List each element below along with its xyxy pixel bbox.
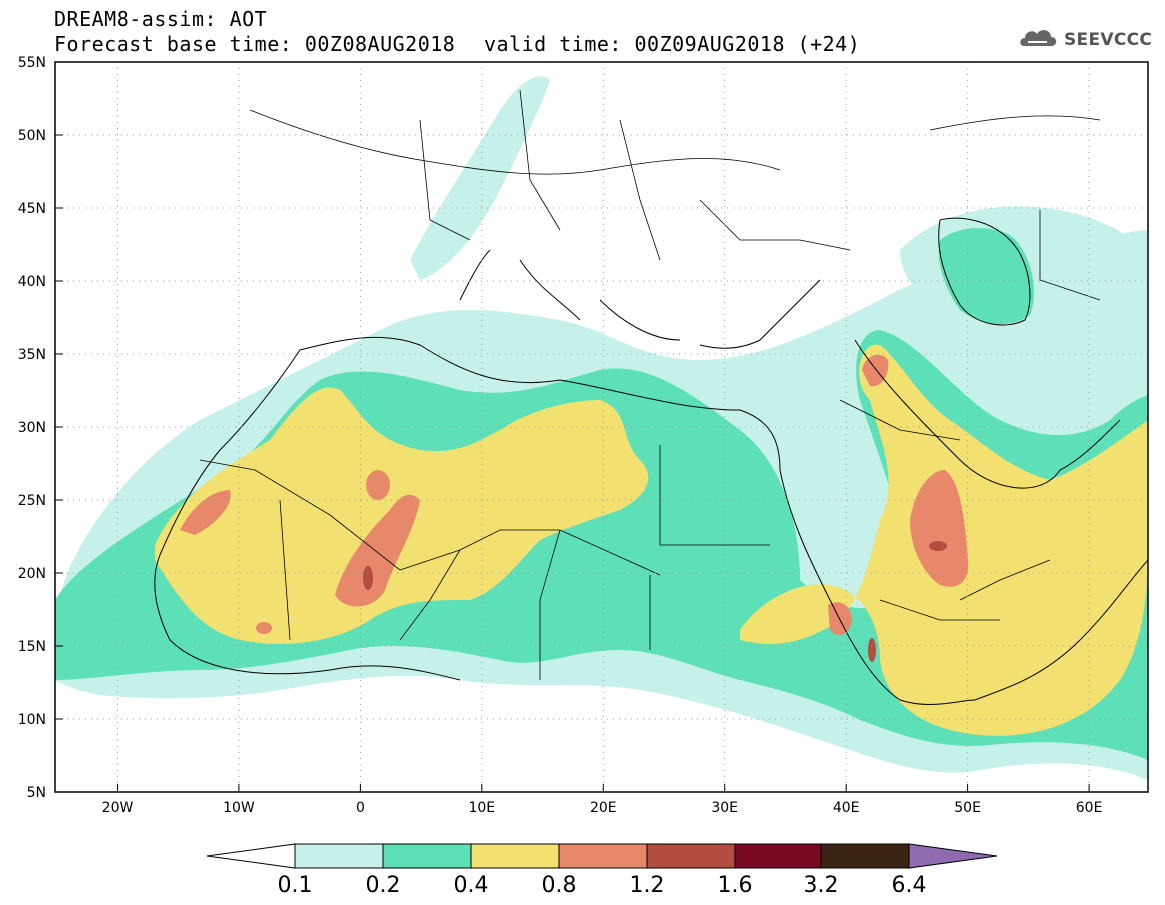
colorbar-label: 0.2 (366, 873, 401, 898)
colorbar-swatch (470, 843, 560, 869)
aot-band-0.8-algeria (366, 470, 390, 500)
valid-time: valid time: 00Z09AUG2018 (+24) (484, 32, 861, 56)
lat-tick-label: 25N (18, 493, 46, 509)
lat-tick-label: 20N (18, 566, 46, 582)
cloud-icon (1020, 30, 1057, 46)
aot-band-0.2-caspian (938, 228, 1034, 325)
colorbar-label: 0.1 (278, 873, 313, 898)
aot-band-0.8-mali (256, 622, 272, 634)
lon-tick-label: 50E (954, 800, 981, 816)
lat-tick-label: 10N (18, 712, 46, 728)
lat-tick-label: 50N (18, 128, 46, 144)
aot-band-0.8-sahara (335, 494, 420, 607)
lat-tick-label: 40N (18, 274, 46, 290)
lon-tick-label: 20E (590, 800, 617, 816)
aot-band-1.2-sudan (868, 638, 876, 662)
aot-band-0.1-europe (410, 76, 550, 280)
colorbar-label: 0.8 (542, 873, 577, 898)
borders (199, 89, 1101, 680)
colorbar-labels: 0.1 0.2 0.4 0.8 1.2 1.6 3.2 6.4 (278, 873, 927, 898)
colorbar-label: 3.2 (804, 873, 839, 898)
colorbar-swatch (820, 843, 910, 869)
aot-field (55, 62, 1148, 792)
colorbar (206, 843, 998, 869)
aot-band-0.8-arabia (910, 470, 969, 587)
lat-tick-label: 55N (18, 55, 46, 71)
lon-tick-label: 10E (468, 800, 495, 816)
lat-tick-labels: 5N 10N 15N 20N 25N 30N 35N 40N 45N 50N 5… (18, 55, 46, 801)
aot-band-0.8-iraq (862, 354, 889, 387)
lon-tick-label: 20W (102, 800, 134, 816)
lon-tick-label: 0 (356, 800, 365, 816)
lat-tick-label: 45N (18, 201, 46, 217)
chart-title: DREAM8-assim: AOT (54, 7, 268, 31)
grid (55, 62, 1148, 792)
lat-tick-label: 35N (18, 347, 46, 363)
axis-ticks (55, 61, 1090, 793)
colorbar-label: 0.4 (454, 873, 489, 898)
lat-tick-label: 30N (18, 420, 46, 436)
lat-tick-label: 15N (18, 639, 46, 655)
colorbar-swatch (558, 843, 648, 869)
colorbar-swatch (294, 843, 384, 869)
colorbar-swatch (382, 843, 472, 869)
seevccc-logo-text: SEEVCCC (1064, 30, 1153, 50)
aot-band-0.8-west (180, 490, 231, 535)
colorbar-under-arrow (206, 843, 296, 869)
colorbar-over-arrow (908, 843, 998, 869)
lat-tick-label: 5N (27, 785, 46, 801)
colorbar-swatch (734, 843, 822, 869)
lon-tick-label: 40E (833, 800, 860, 816)
colorbar-label: 6.4 (892, 873, 927, 898)
colorbar-label: 1.6 (718, 873, 753, 898)
lon-tick-label: 30E (711, 800, 738, 816)
forecast-base-time: Forecast base time: 00Z08AUG2018 (54, 32, 456, 56)
coastlines (154, 217, 1148, 705)
aot-band-1.2-sahara (363, 566, 373, 590)
colorbar-swatch (646, 843, 736, 869)
colorbar-label: 1.2 (630, 873, 665, 898)
lon-tick-labels: 20W 10W 0 10E 20E 30E 40E 50E 60E (102, 800, 1103, 816)
lon-tick-label: 10W (223, 800, 255, 816)
lon-tick-label: 60E (1076, 800, 1103, 816)
aot-band-1.2-arabia (929, 541, 947, 551)
